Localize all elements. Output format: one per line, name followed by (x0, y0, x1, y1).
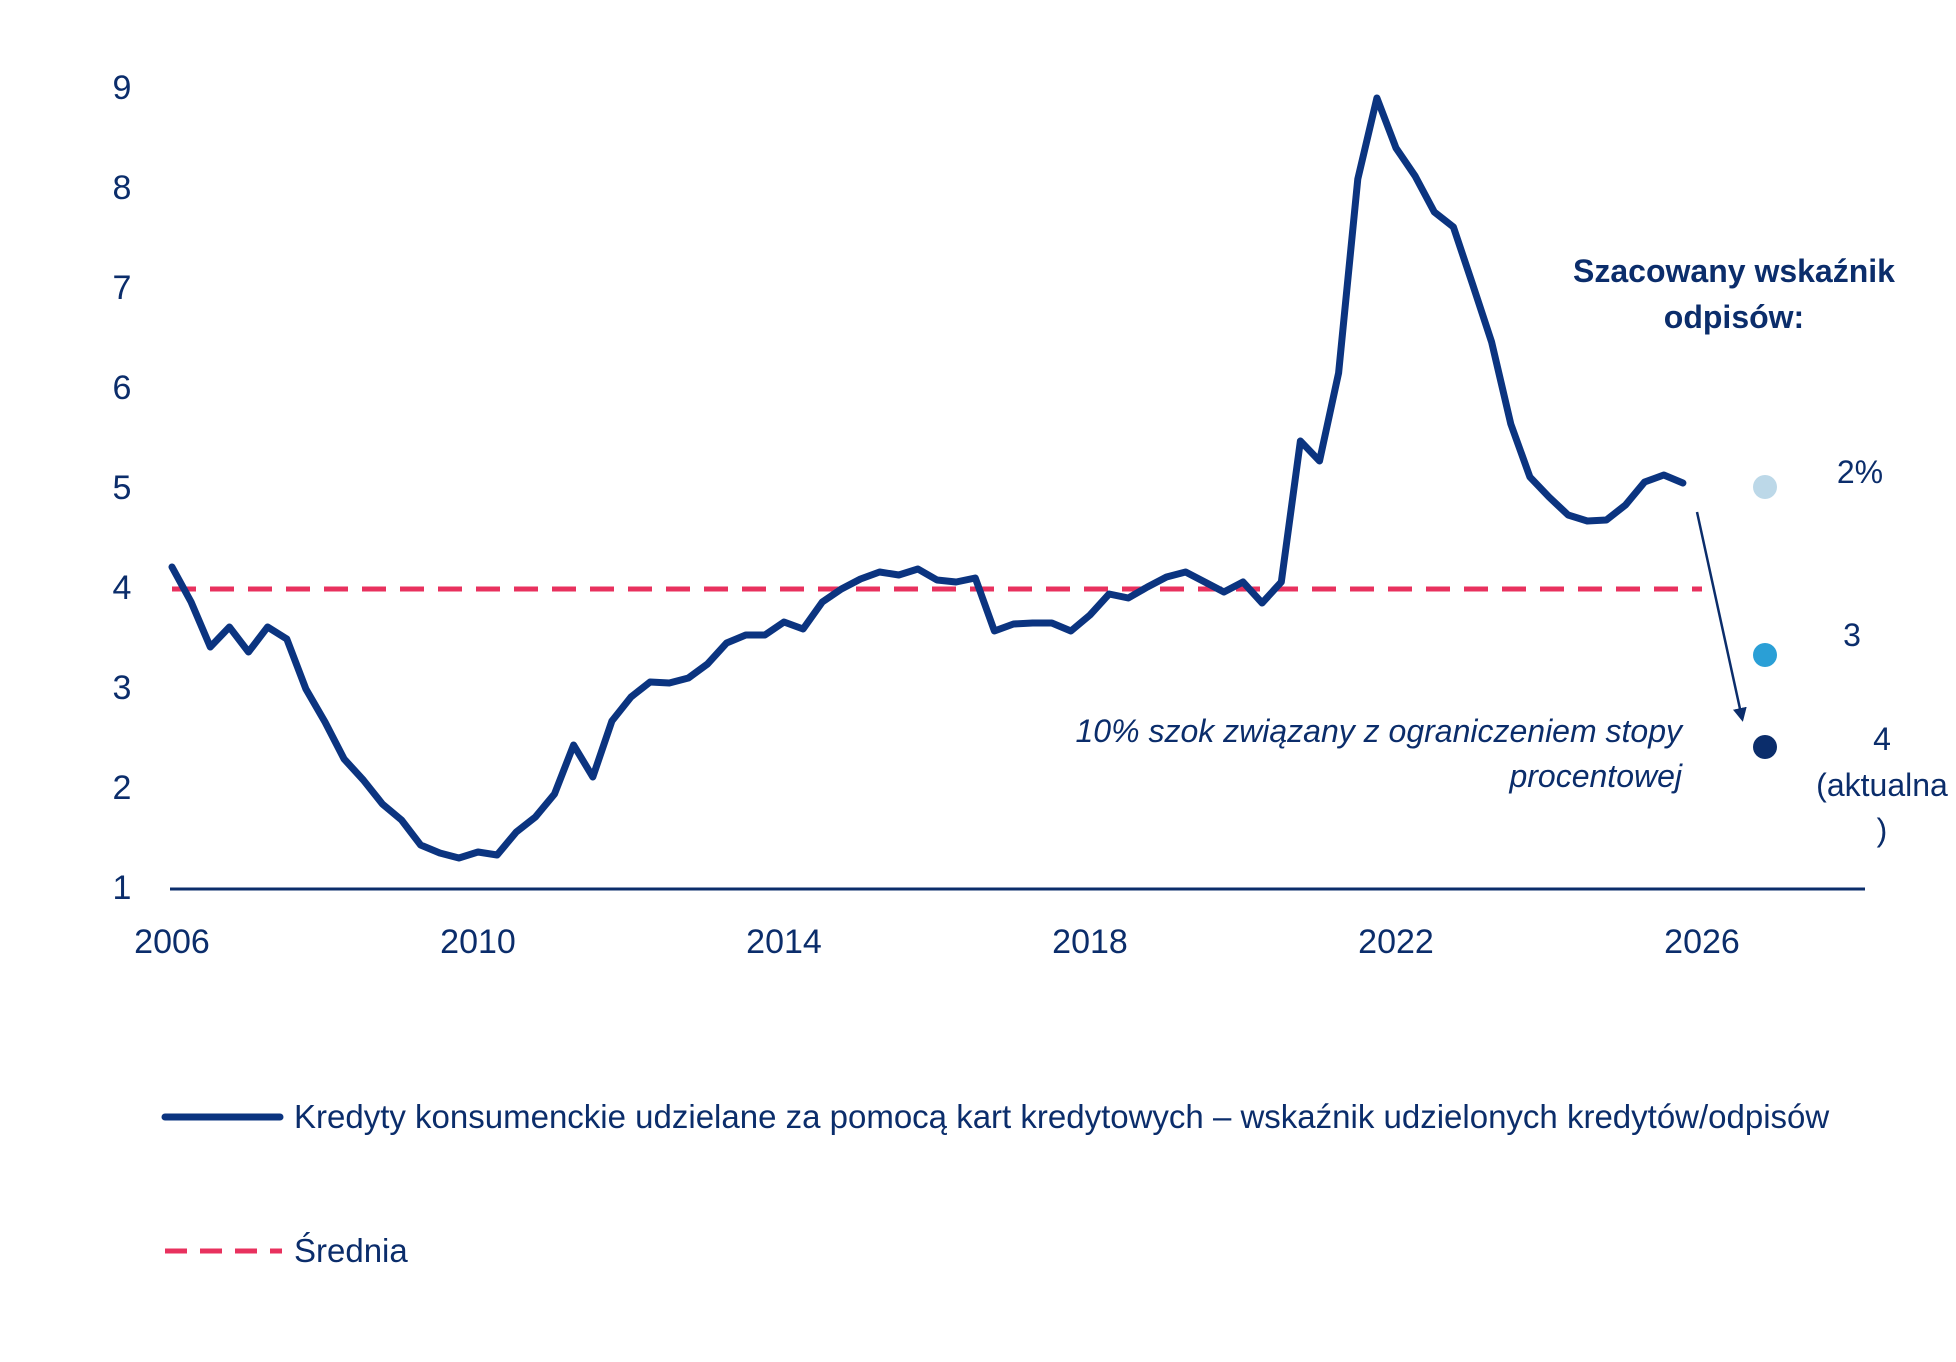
y-tick-label-6: 6 (113, 369, 132, 407)
scenario-point-2 (1753, 475, 1777, 499)
scenario-label-4: 4 (1873, 721, 1891, 757)
legend-label-credit-card: Kredyty konsumenckie udzielane za pomocą… (294, 1098, 1829, 1135)
x-tick-label-2014: 2014 (746, 923, 822, 961)
x-tick-label-2022: 2022 (1358, 923, 1434, 961)
x-tick-label-2006: 2006 (134, 923, 210, 961)
scenario-label-4-line3: ) (1877, 812, 1888, 848)
x-tick-label-2026: 2026 (1664, 923, 1740, 961)
x-tick-label-2010: 2010 (440, 923, 516, 961)
scenario-label-3: 3 (1843, 617, 1861, 653)
y-tick-label-8: 8 (113, 169, 132, 207)
annotation-shock-line2: procentowej (1508, 758, 1682, 794)
annotation-title-line1: Szacowany wskaźnik (1573, 253, 1895, 289)
x-tick-label-2018: 2018 (1052, 923, 1128, 961)
shock-arrow (1695, 511, 1747, 722)
y-tick-label-9: 9 (113, 69, 132, 107)
y-tick-label-4: 4 (113, 569, 132, 607)
scenario-point-4 (1753, 735, 1777, 759)
annotation-title-line2: odpisów: (1664, 299, 1804, 335)
scenario-markers (1753, 475, 1777, 759)
scenario-label-4-line2: (aktualna (1816, 767, 1948, 803)
y-axis-ticks: 1 2 3 4 5 6 7 8 9 (113, 69, 132, 907)
scenario-point-3 (1753, 643, 1777, 667)
scenario-label-2: 2% (1837, 454, 1883, 490)
series-line-credit-card-chargeoff (168, 94, 1687, 862)
x-axis-ticks: 2006 2010 2014 2018 2022 2026 (134, 923, 1740, 961)
legend: Kredyty konsumenckie udzielane za pomocą… (161, 1098, 1829, 1269)
y-tick-label-3: 3 (113, 669, 132, 707)
y-tick-label-7: 7 (113, 269, 132, 307)
y-tick-label-1: 1 (113, 869, 132, 907)
legend-label-mean: Średnia (294, 1231, 408, 1269)
annotation-shock-line1: 10% szok związany z ograniczeniem stopy (1076, 713, 1685, 749)
y-tick-label-5: 5 (113, 469, 132, 507)
y-tick-label-2: 2 (113, 769, 132, 807)
